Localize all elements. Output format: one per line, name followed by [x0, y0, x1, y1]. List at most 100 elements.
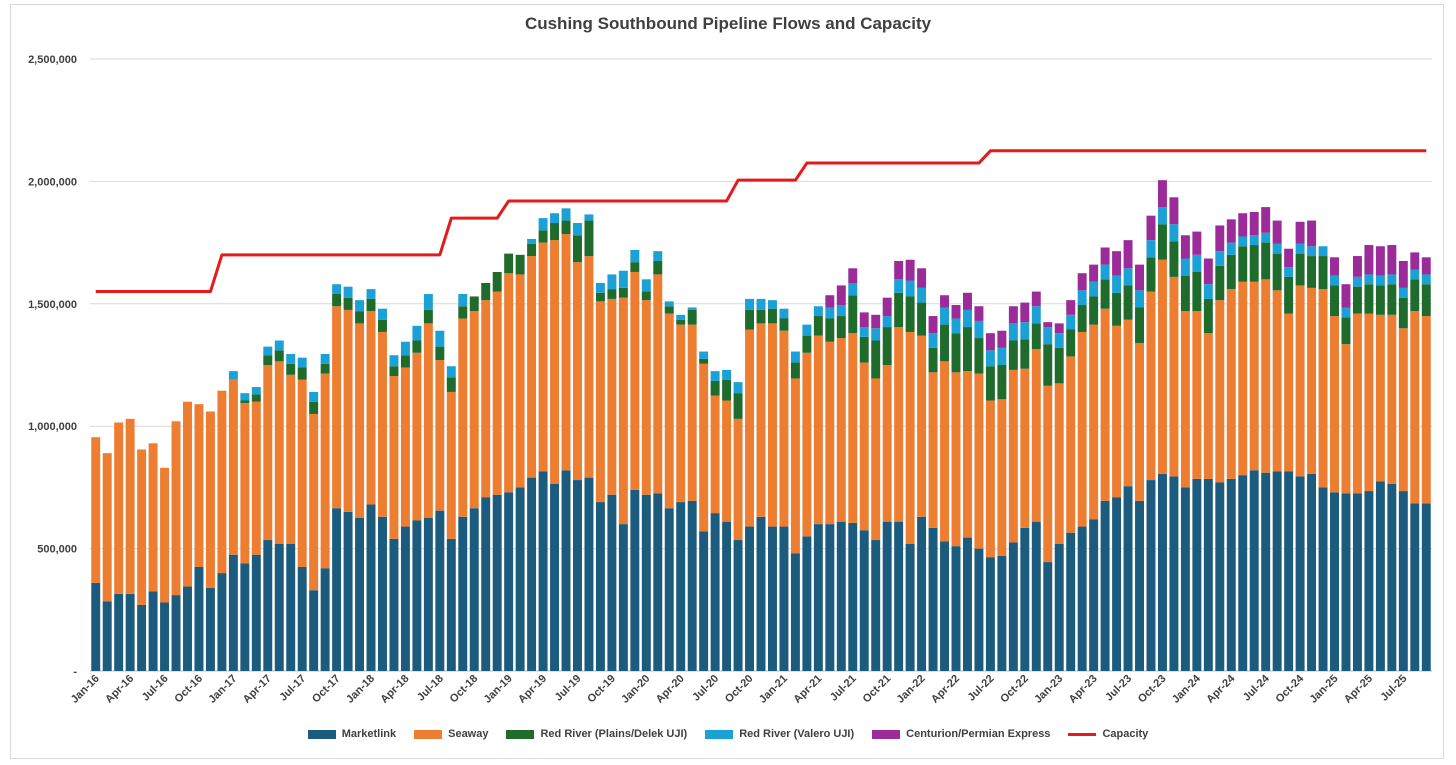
- bar-red-river-valero-uji: [320, 353, 330, 364]
- bar-seaway: [1375, 314, 1385, 482]
- bar-red-river-plains-delek-uji: [1226, 254, 1236, 290]
- bar-centurion-permian-express: [1008, 306, 1018, 324]
- bar-red-river-valero-uji: [1054, 333, 1064, 348]
- bar-red-river-valero-uji: [951, 318, 961, 334]
- bar-red-river-plains-delek-uji: [423, 309, 433, 324]
- bar-red-river-valero-uji: [251, 387, 261, 395]
- bar-marketlink: [194, 566, 204, 671]
- bar-marketlink: [848, 522, 858, 671]
- bar-seaway: [917, 335, 927, 517]
- bar-red-river-plains-delek-uji: [1077, 305, 1087, 332]
- bar-marketlink: [1318, 487, 1328, 671]
- bar-marketlink: [1238, 475, 1248, 671]
- bar-seaway: [366, 311, 376, 505]
- bar-red-river-plains-delek-uji: [882, 327, 892, 365]
- bar-red-river-valero-uji: [1192, 254, 1202, 272]
- bar-marketlink: [412, 520, 422, 671]
- bar-red-river-plains-delek-uji: [1307, 256, 1317, 288]
- bar-seaway: [1180, 311, 1190, 488]
- bar-seaway: [1215, 300, 1225, 483]
- bar-seaway: [962, 371, 972, 538]
- bar-red-river-valero-uji: [894, 279, 904, 293]
- bar-red-river-plains-delek-uji: [859, 336, 869, 363]
- bar-marketlink: [641, 494, 651, 671]
- x-tick-label: Apr-19: [516, 673, 549, 706]
- bar-centurion-permian-express: [1031, 291, 1041, 307]
- y-tick-label: 1,000,000: [28, 421, 77, 433]
- bar-marketlink: [355, 518, 365, 671]
- bar-marketlink: [389, 538, 399, 671]
- bar-seaway: [802, 352, 812, 537]
- bar-red-river-valero-uji: [1089, 281, 1099, 297]
- chart-title: Cushing Southbound Pipeline Flows and Ca…: [524, 14, 932, 33]
- bar-marketlink: [366, 504, 376, 671]
- bar-centurion-permian-express: [1043, 322, 1053, 328]
- bar-seaway: [297, 379, 307, 567]
- bar-marketlink: [917, 516, 927, 671]
- bar-centurion-permian-express: [1364, 245, 1374, 275]
- bar-marketlink: [813, 524, 823, 671]
- bar-centurion-permian-express: [1375, 246, 1385, 276]
- bar-seaway: [1364, 313, 1374, 492]
- bar-marketlink: [825, 524, 835, 671]
- legend-swatch-capacity: [1068, 732, 1097, 736]
- bar-red-river-valero-uji: [435, 330, 445, 347]
- bar-seaway: [1112, 325, 1122, 498]
- bar-marketlink: [332, 508, 342, 671]
- bar-seaway: [607, 298, 617, 495]
- bar-red-river-plains-delek-uji: [722, 379, 732, 401]
- bar-red-river-plains-delek-uji: [1008, 340, 1018, 370]
- bar-centurion-permian-express: [985, 333, 995, 351]
- bar-marketlink: [561, 470, 571, 671]
- x-tick-label: Jan-22: [895, 673, 928, 706]
- bar-red-river-valero-uji: [343, 286, 353, 298]
- bar-seaway: [389, 376, 399, 539]
- bar-red-river-valero-uji: [1226, 242, 1236, 255]
- bar-seaway: [733, 418, 743, 541]
- bar-seaway: [641, 300, 651, 495]
- bar-seaway: [997, 399, 1007, 556]
- bar-red-river-valero-uji: [1284, 267, 1294, 277]
- bar-marketlink: [1352, 493, 1362, 671]
- bar-centurion-permian-express: [1295, 221, 1305, 244]
- bar-seaway: [194, 404, 204, 567]
- bar-red-river-plains-delek-uji: [699, 358, 709, 364]
- bar-red-river-valero-uji: [1135, 290, 1144, 308]
- bar-red-river-valero-uji: [928, 333, 938, 348]
- bar-seaway: [905, 331, 915, 544]
- x-tick-label: Apr-16: [103, 673, 136, 706]
- capacity-line-layer: [95, 149, 1427, 294]
- bar-seaway: [951, 372, 961, 547]
- bar-red-river-plains-delek-uji: [400, 355, 410, 368]
- bar-red-river-plains-delek-uji: [618, 287, 628, 298]
- bar-red-river-valero-uji: [1123, 268, 1133, 286]
- bar-red-river-plains-delek-uji: [527, 243, 537, 257]
- bar-centurion-permian-express: [1054, 323, 1064, 334]
- legend-item-red-river-valero: Red River (Valero UJI): [705, 728, 854, 740]
- bar-seaway: [217, 390, 227, 574]
- bar-centurion-permian-express: [905, 259, 915, 281]
- bar-red-river-plains-delek-uji: [1398, 297, 1408, 329]
- bar-seaway: [160, 467, 170, 603]
- bar-seaway: [687, 324, 697, 501]
- bar-seaway: [343, 309, 353, 512]
- bar-marketlink: [114, 593, 124, 671]
- bar-seaway: [228, 379, 238, 555]
- bar-red-river-plains-delek-uji: [435, 346, 445, 361]
- bar-red-river-plains-delek-uji: [1364, 284, 1374, 314]
- bar-red-river-plains-delek-uji: [1146, 257, 1156, 292]
- bar-red-river-plains-delek-uji: [1284, 276, 1294, 314]
- bar-marketlink: [1295, 476, 1305, 671]
- bar-red-river-plains-delek-uji: [1295, 253, 1305, 286]
- bar-centurion-permian-express: [1226, 219, 1236, 243]
- bar-centurion-permian-express: [1272, 220, 1282, 244]
- bar-marketlink: [905, 543, 915, 671]
- bar-red-river-valero-uji: [813, 306, 823, 317]
- bar-seaway: [550, 240, 560, 484]
- bar-marketlink: [1307, 473, 1317, 671]
- bar-marketlink: [125, 593, 135, 671]
- bar-marketlink: [745, 526, 755, 671]
- bar-marketlink: [618, 524, 628, 671]
- bar-red-river-plains-delek-uji: [412, 340, 422, 353]
- bar-red-river-valero-uji: [687, 307, 697, 310]
